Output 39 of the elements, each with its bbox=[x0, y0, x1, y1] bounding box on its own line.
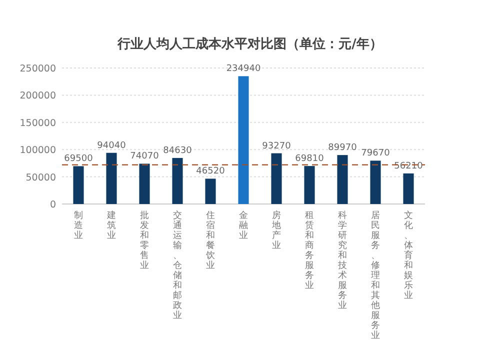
category-label: 居民服务、修理和其他服务业 bbox=[371, 211, 380, 341]
y-tick-label: 250000 bbox=[20, 64, 56, 74]
bar bbox=[304, 166, 315, 204]
data-label: 84630 bbox=[163, 146, 192, 156]
data-label: 69810 bbox=[295, 154, 324, 164]
x-tick-label: 住宿和餐饮业 bbox=[205, 210, 215, 271]
x-tick-label: 租赁和商务服务业 bbox=[305, 211, 314, 291]
data-label: 93270 bbox=[262, 141, 292, 152]
x-tick-label: 房地产业 bbox=[271, 210, 281, 251]
data-label: 94040 bbox=[97, 140, 126, 151]
bar bbox=[403, 173, 414, 204]
category-label: 文化、体育和娱乐业 bbox=[404, 211, 413, 301]
data-label: 79670 bbox=[361, 148, 390, 159]
y-tick-label: 50000 bbox=[26, 172, 56, 184]
data-label: 46520 bbox=[196, 166, 226, 177]
category-label: 科学研究和技术服务业 bbox=[338, 211, 347, 311]
bar bbox=[370, 160, 381, 204]
y-tick-label: 100000 bbox=[20, 145, 56, 156]
x-tick-label: 批发和零售业 bbox=[140, 210, 149, 271]
bar bbox=[139, 164, 150, 204]
bar bbox=[73, 166, 84, 204]
y-tick-label: 150000 bbox=[20, 118, 56, 129]
chart-title: 行业人均人工成本水平对比图（单位：元/年） bbox=[116, 36, 382, 52]
x-tick-label: 金融业 bbox=[239, 210, 248, 241]
bar bbox=[205, 178, 216, 204]
bar bbox=[106, 152, 117, 204]
data-label: 89970 bbox=[328, 143, 358, 154]
data-label: 69500 bbox=[64, 154, 94, 164]
y-tick-label: 0 bbox=[50, 200, 56, 210]
data-label: 74070 bbox=[130, 152, 160, 162]
bar bbox=[172, 158, 183, 204]
category-label: 交通运输、仓储和邮政业 bbox=[173, 211, 182, 321]
data-label: 234940 bbox=[226, 64, 261, 74]
x-tick-label: 制造业 bbox=[74, 210, 83, 241]
bar bbox=[238, 76, 249, 204]
y-tick-label: 200000 bbox=[20, 90, 56, 102]
bar bbox=[337, 155, 348, 204]
bar bbox=[271, 153, 282, 204]
x-tick-label: 建筑业 bbox=[106, 210, 116, 241]
